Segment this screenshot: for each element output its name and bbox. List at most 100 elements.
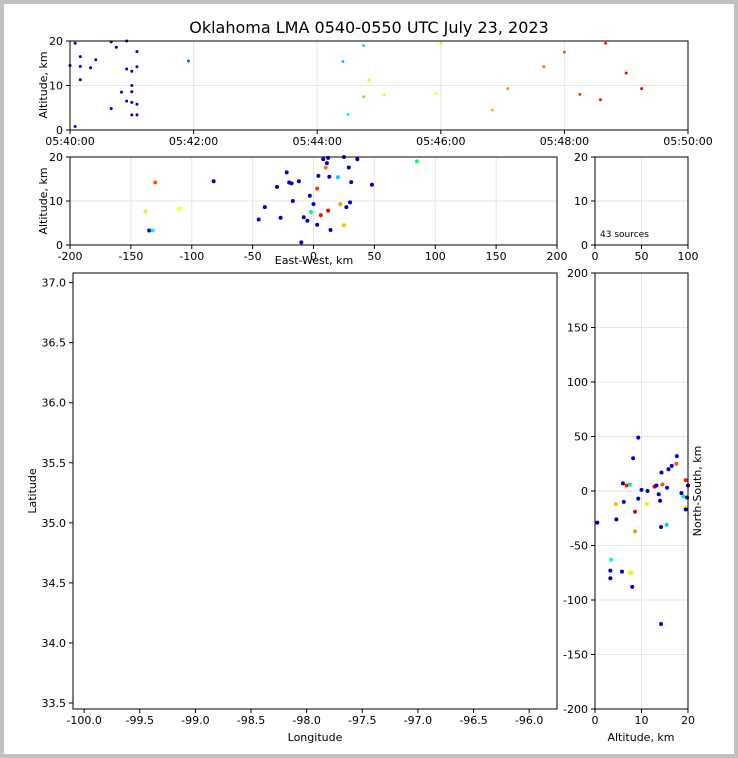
map-y-tick-label: 35.0 <box>42 517 67 530</box>
ns-point <box>669 463 674 468</box>
ew-x-tick-label: 100 <box>425 250 446 263</box>
ew-point <box>414 159 419 164</box>
ew-point <box>323 165 328 170</box>
time-point <box>94 58 98 62</box>
ew-x-tick-label: 150 <box>486 250 507 263</box>
time-point <box>109 107 113 111</box>
lma-figure: Oklahoma LMA 0540-0550 UTC July 23, 2023… <box>26 18 713 744</box>
ns-point <box>609 557 614 562</box>
ew-point <box>256 217 261 222</box>
time-y-tick-label: 0 <box>56 124 63 137</box>
time-point <box>341 59 345 63</box>
ew-point <box>328 228 333 233</box>
map-ylabel: Latitude <box>26 468 39 514</box>
ns-point <box>664 522 669 527</box>
ns-panel-frame <box>594 272 689 710</box>
ns-point <box>666 467 671 472</box>
map-x-tick-label: -100.0 <box>66 714 101 727</box>
ns-point <box>632 529 637 534</box>
ns-x-tick-label: 0 <box>592 714 599 727</box>
ns-point <box>656 492 661 497</box>
ns-point <box>632 509 637 514</box>
ew-point <box>346 165 351 170</box>
ns-point <box>620 481 625 486</box>
ew-point <box>153 180 158 185</box>
time-point <box>562 50 566 54</box>
ns-point <box>639 487 644 492</box>
map-y-tick-label: 34.5 <box>42 577 67 590</box>
ns-point <box>658 498 663 503</box>
ns-point <box>659 470 664 475</box>
ns-point <box>665 485 670 490</box>
ew-point <box>349 180 354 185</box>
time-point <box>130 90 134 94</box>
ns-y-tick-label: 0 <box>581 485 588 498</box>
ns-ylabel: North-South, km <box>691 446 704 537</box>
map-panel-frame <box>72 272 558 710</box>
map-y-tick-label: 35.5 <box>42 457 67 470</box>
map-panel: Longitude Latitude -100.0 -99.5 -99.0 -98.5… <box>26 272 558 744</box>
ns-y-tick-label: -100 <box>563 594 588 607</box>
time-point <box>382 93 386 97</box>
time-panel-frame <box>69 40 689 131</box>
ns-point <box>624 483 629 488</box>
figure-canvas: Oklahoma LMA 0540-0550 UTC July 23, 2023… <box>4 4 734 754</box>
ew-point <box>278 215 283 220</box>
ew-x-tick-label: 200 <box>547 250 568 263</box>
ew-point <box>341 223 346 228</box>
time-point <box>439 41 443 45</box>
map-y-tick-label: 36.0 <box>42 397 67 410</box>
time-x-tick-label: 05:40:00 <box>45 135 94 148</box>
ns-point <box>630 584 635 589</box>
ns-xlabel: Altitude, km <box>607 731 674 744</box>
ew-x-tick-label: 50 <box>367 250 381 263</box>
time-ylabel: Altitude, km <box>37 51 50 118</box>
time-x-tick-label: 05:46:00 <box>416 135 465 148</box>
ew-point <box>355 157 360 162</box>
map-y-tick-label: 34.0 <box>42 637 67 650</box>
time-point <box>135 102 139 106</box>
map-x-tick-label: -98.5 <box>237 714 265 727</box>
map-y-tick-label: 37.0 <box>42 277 67 290</box>
ew-point <box>315 222 320 227</box>
ew-point <box>324 161 329 166</box>
figure-title: Oklahoma LMA 0540-0550 UTC July 23, 2023 <box>189 18 548 37</box>
map-x-tick-label: -96.0 <box>515 714 543 727</box>
ns-point <box>645 489 650 493</box>
time-y-tick-label: 20 <box>49 35 63 48</box>
map-x-tick-label: -99.5 <box>126 714 154 727</box>
ew-ylabel: Altitude, km <box>37 167 50 234</box>
ns-point <box>631 456 636 461</box>
ns-point <box>608 576 613 581</box>
time-point <box>135 50 139 54</box>
time-point <box>434 92 438 96</box>
ew-point <box>338 202 343 207</box>
hist-x-tick-label: 0 <box>592 250 599 263</box>
ew-point <box>344 205 349 210</box>
ew-point <box>262 205 267 210</box>
time-point <box>135 65 139 69</box>
map-y-tick-label: 36.5 <box>42 337 67 350</box>
time-point <box>89 66 93 70</box>
map-x-tick-label: -99.0 <box>181 714 209 727</box>
ns-point <box>621 499 626 504</box>
ew-y-tick-label: 20 <box>49 151 63 164</box>
ns-y-tick-label: 50 <box>574 431 588 444</box>
ns-point <box>674 454 679 459</box>
ns-point <box>659 621 664 626</box>
map-x-tick-label: -96.5 <box>459 714 487 727</box>
ns-point <box>660 482 665 487</box>
time-point <box>78 64 82 68</box>
time-point <box>542 65 546 69</box>
ew-point <box>150 228 155 233</box>
time-point <box>624 71 628 75</box>
ew-point <box>326 208 331 213</box>
ew-point <box>143 209 148 214</box>
time-point <box>490 108 494 112</box>
ew-point <box>274 184 279 189</box>
ew-x-tick-label: 0 <box>310 250 317 263</box>
ns-y-tick-label: 150 <box>567 322 588 335</box>
ew-point <box>369 182 374 187</box>
time-point <box>362 43 366 47</box>
